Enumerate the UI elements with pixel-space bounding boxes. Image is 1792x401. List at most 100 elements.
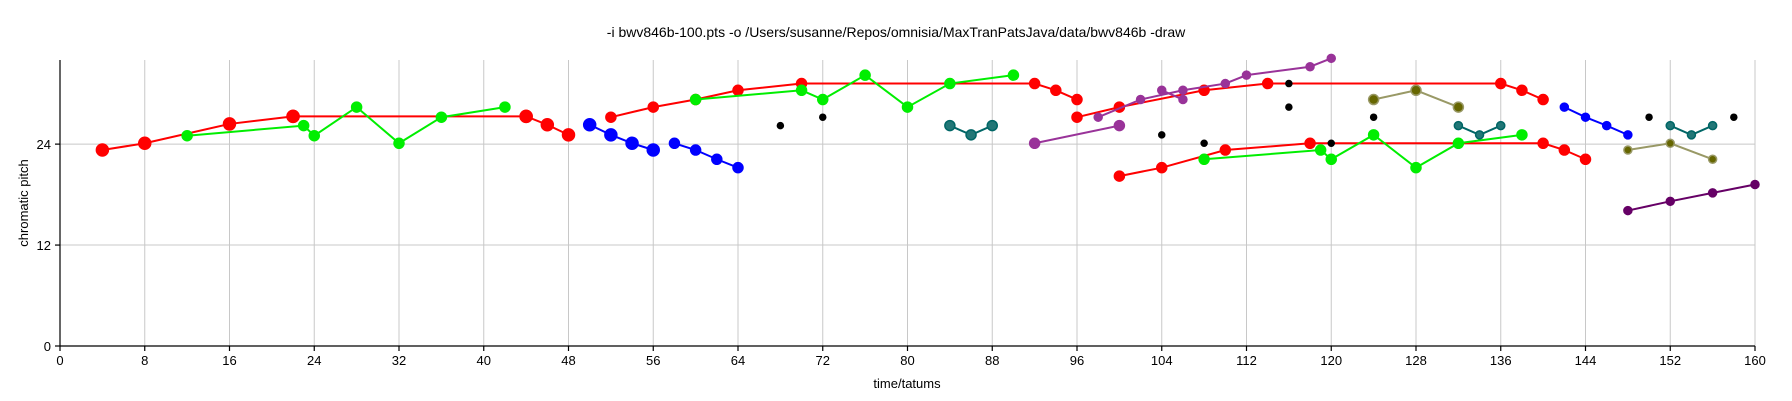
data-point [499,101,511,113]
data-point [1410,84,1422,97]
data-point [1285,79,1293,88]
ticks: 0 8 16 24 32 40 48 56 64 72 80 88 96 104 112 120 128 136 1… [37,137,1766,368]
data-point [901,101,914,113]
series-line [1627,183,1756,212]
y-tick-label: 12 [37,238,51,253]
data-point [1157,85,1167,96]
series-red [1113,137,1592,182]
data-point [986,119,998,132]
data-point [1220,78,1231,89]
x-tick-label: 0 [56,353,63,368]
data-point [1326,53,1336,64]
data-point [1537,93,1549,106]
data-point [308,129,320,142]
data-point [1645,113,1653,121]
data-point [1367,129,1380,141]
chart-title: -i bwv846b-100.pts -o /Users/susanne/Rep… [607,24,1186,40]
data-point [668,137,681,150]
series-line [589,123,654,151]
data-point [1178,94,1188,105]
data-point [1007,69,1020,81]
data-point [776,121,785,130]
data-point [732,161,744,174]
data-point [944,119,956,132]
x-axis-label: time/tatums [873,376,941,391]
y-tick-label: 0 [44,339,51,354]
data-point [1537,137,1549,150]
y-tick-label: 24 [37,137,51,152]
data-point [1113,119,1126,132]
data-point [711,153,723,166]
data-point [1516,129,1528,141]
x-tick-label: 72 [816,353,830,368]
data-point [222,117,237,131]
x-tick-label: 80 [900,353,914,368]
data-point [1750,179,1760,190]
data-point [95,143,110,157]
data-point [965,129,977,141]
data-point [297,119,310,132]
data-point [1665,196,1675,207]
series-blue [582,118,660,157]
x-tick-label: 48 [561,353,575,368]
series-olive [1623,138,1718,165]
data-point [138,136,152,151]
data-point [1200,139,1208,148]
data-point [540,118,555,132]
data-point [1707,120,1718,131]
data-point [1156,161,1168,174]
data-point [1516,84,1528,97]
data-point [1327,139,1335,148]
data-point [1665,120,1675,131]
series-olive [1367,84,1465,113]
data-point [1474,130,1485,140]
series-purple [1157,85,1188,105]
data-point [1707,188,1718,198]
x-tick-label: 128 [1405,353,1427,368]
data-point [181,129,193,142]
data-point [1304,137,1316,150]
x-tick-label: 24 [307,353,321,368]
data-point [1579,153,1592,166]
x-tick-label: 160 [1744,353,1766,368]
x-tick-label: 96 [1070,353,1084,368]
data-point [1558,144,1571,156]
data-point [944,77,956,90]
data-point [1410,161,1422,174]
x-tick-label: 40 [477,353,491,368]
data-point [1071,93,1083,106]
data-point [1623,130,1633,140]
data-point [582,118,597,132]
data-point [1093,112,1103,122]
data-point [1369,113,1378,121]
series-blue [668,137,744,174]
data-point [1496,120,1506,131]
data-point [625,136,639,151]
y-axis-label: chromatic pitch [16,159,31,246]
data-point [1452,101,1465,113]
x-tick-label: 8 [141,353,148,368]
series-purple [1093,53,1336,122]
x-tick-label: 64 [731,353,745,368]
data-point [1707,154,1718,165]
data-point [1325,153,1337,166]
series-darkpurple [1623,179,1760,216]
series-teal [944,119,998,141]
data-point [1367,93,1380,106]
series-green [181,101,511,150]
data-point [286,109,300,124]
data-point [1198,153,1210,166]
series [95,53,1760,216]
data-point [1219,144,1232,156]
data-point [817,93,829,106]
data-point [1601,120,1612,131]
data-point [1028,77,1041,90]
data-point [1305,61,1315,72]
series-teal [1665,120,1718,140]
data-point [1028,137,1041,150]
data-point [561,128,576,142]
data-point [1135,94,1146,105]
series-teal [1453,120,1506,140]
data-point [1495,77,1507,90]
data-point [1314,144,1327,156]
